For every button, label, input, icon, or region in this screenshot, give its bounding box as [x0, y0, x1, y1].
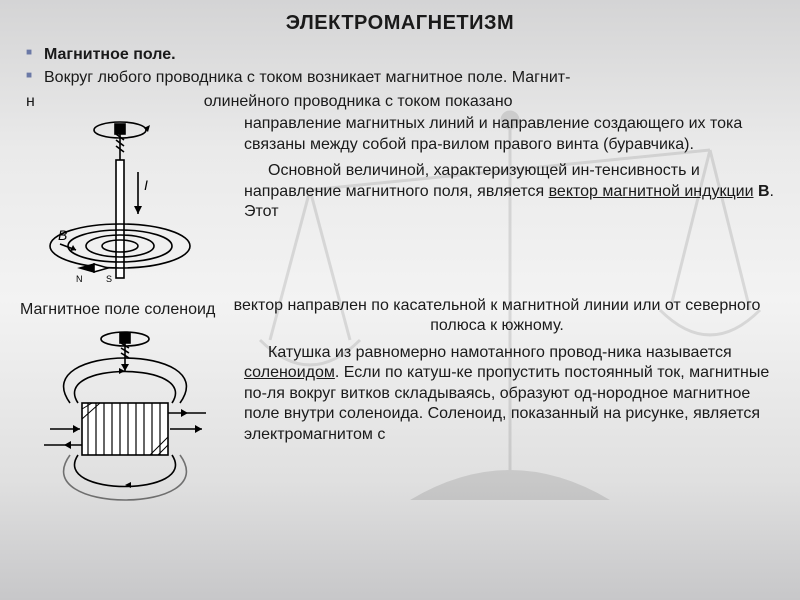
svg-text:N: N — [76, 274, 83, 284]
svg-text:B: B — [58, 227, 67, 243]
svg-text:S: S — [106, 274, 112, 284]
figure-solenoid — [20, 325, 230, 505]
solenoid-label: Магнитное поле соленоид — [20, 301, 215, 318]
slide: ЭЛЕКТРОМАГНЕТИЗМ Магнитное поле. Вокруг … — [0, 0, 800, 600]
para-solenoid: Катушка из равномерно намотанного провод… — [244, 343, 780, 445]
overlay-vector-text: вектор направлен по касательной к магнит… — [214, 296, 780, 334]
bullet-2-text: Вокруг любого проводника с током возника… — [44, 69, 570, 86]
bullet-1-text: Магнитное поле. — [44, 46, 176, 63]
bullet-1: Магнитное поле. — [26, 45, 780, 65]
figure-straight-conductor: I B N S — [20, 114, 230, 294]
svg-text:I: I — [144, 177, 148, 193]
bullet-list: Магнитное поле. Вокруг любого проводника… — [20, 45, 780, 88]
para-induction: Основной величиной, характеризующей ин-т… — [244, 161, 780, 222]
overlay-fragment: олинейного проводника с током показано — [204, 93, 513, 110]
para-rule: направление магнитных линий и направлени… — [244, 114, 780, 155]
slide-title: ЭЛЕКТРОМАГНЕТИЗМ — [20, 12, 780, 35]
bullet-2: Вокруг любого проводника с током возника… — [26, 68, 780, 88]
hang-fragment: н — [26, 93, 35, 110]
